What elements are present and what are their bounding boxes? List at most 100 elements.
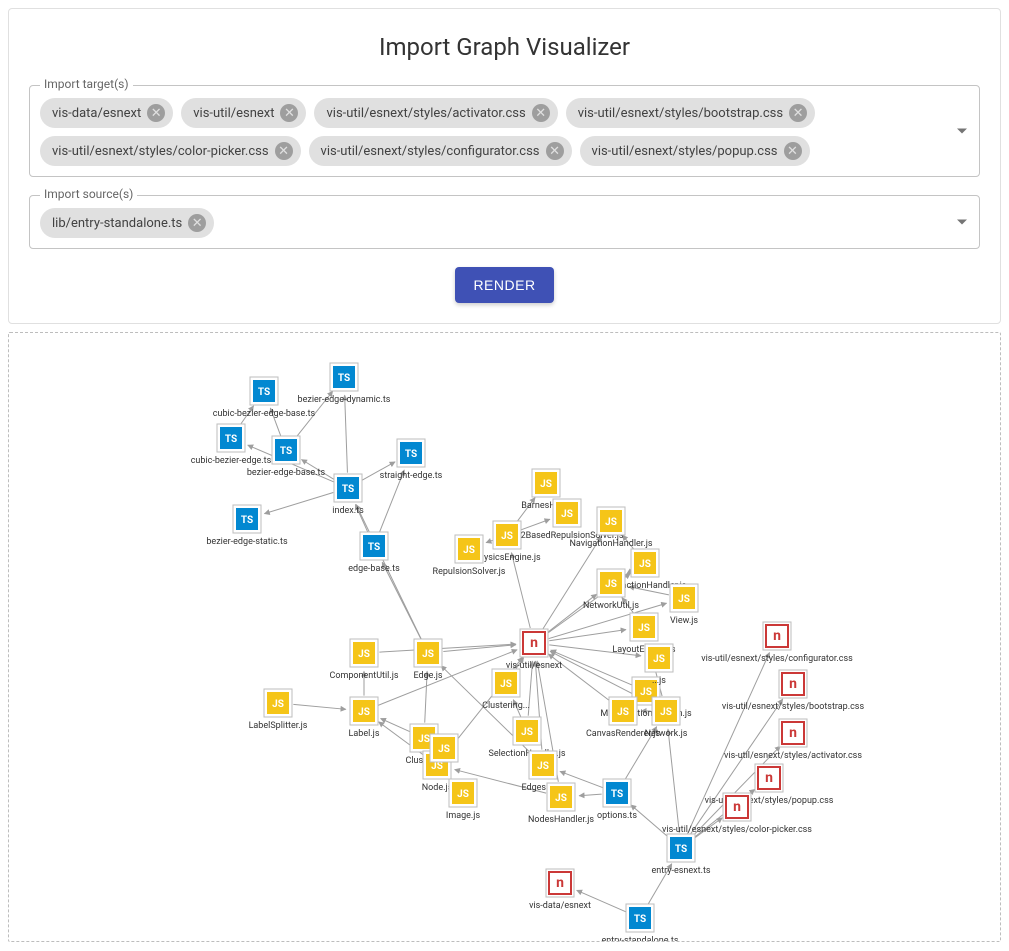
chip-label: lib/entry-standalone.ts bbox=[52, 216, 182, 231]
graph-node[interactable]: TS options.ts bbox=[597, 779, 637, 821]
node-label: Node.js bbox=[422, 783, 453, 793]
graph-node[interactable]: JSLabelSplitter.js bbox=[249, 689, 308, 731]
svg-text:TS: TS bbox=[634, 914, 646, 925]
svg-text:TS: TS bbox=[241, 515, 253, 526]
graph-edge bbox=[511, 553, 530, 628]
graph-node[interactable]: JSClustering... bbox=[482, 669, 530, 711]
targets-fieldset[interactable]: Import target(s) vis-data/esnext✕vis-uti… bbox=[29, 85, 980, 177]
node-label: bezier-edge-dynamic.ts bbox=[298, 395, 391, 405]
svg-text:TS: TS bbox=[368, 542, 380, 553]
node-label: cubic-bezier-edge-base.ts bbox=[213, 409, 316, 419]
svg-text:JS: JS bbox=[638, 623, 650, 634]
svg-text:TS: TS bbox=[338, 373, 350, 384]
svg-text:JS: JS bbox=[431, 761, 443, 772]
svg-text:TS: TS bbox=[675, 844, 687, 855]
graph-node[interactable]: TS bezier-edge-static.ts bbox=[206, 505, 288, 547]
svg-text:JS: JS bbox=[660, 707, 672, 718]
svg-text:JS: JS bbox=[653, 654, 665, 665]
chip-remove-icon[interactable]: ✕ bbox=[546, 142, 564, 160]
svg-text:JS: JS bbox=[640, 687, 652, 698]
svg-text:n: n bbox=[765, 770, 773, 786]
svg-text:JS: JS bbox=[358, 649, 370, 660]
target-chip: vis-data/esnext✕ bbox=[40, 98, 173, 128]
sources-fieldset[interactable]: Import source(s) lib/entry-standalone.ts… bbox=[29, 195, 980, 249]
sources-dropdown-icon[interactable] bbox=[957, 220, 967, 225]
graph-node[interactable]: TSstraight-edge.ts bbox=[380, 439, 443, 481]
graph-node[interactable]: TSindex.ts bbox=[332, 474, 364, 516]
svg-text:JS: JS bbox=[540, 479, 552, 490]
chip-remove-icon[interactable]: ✕ bbox=[532, 104, 550, 122]
node-label: bezier-edge-base.ts bbox=[247, 468, 326, 478]
node-label: Edge.js bbox=[413, 671, 442, 681]
graph-node[interactable]: TSentry-standalone.ts bbox=[601, 904, 678, 941]
chip-remove-icon[interactable]: ✕ bbox=[789, 104, 807, 122]
graph-node[interactable]: nvis-util/esnext/styles/configurator.css bbox=[701, 622, 853, 664]
targets-dropdown-icon[interactable] bbox=[957, 129, 967, 134]
svg-text:JS: JS bbox=[358, 707, 370, 718]
graph-node[interactable]: TSedge-base.ts bbox=[348, 532, 400, 574]
node-label: Label.js bbox=[349, 729, 380, 739]
node-label: NetworkUtil.js bbox=[583, 601, 639, 611]
chip-remove-icon[interactable]: ✕ bbox=[280, 104, 298, 122]
svg-text:n: n bbox=[733, 799, 741, 815]
svg-text:JS: JS bbox=[272, 699, 284, 710]
render-button[interactable]: RENDER bbox=[455, 267, 553, 303]
graph-edge bbox=[551, 650, 632, 685]
node-label: NavigationHandler.js bbox=[570, 539, 653, 549]
render-row: RENDER bbox=[29, 267, 980, 303]
graph-node[interactable]: TSentry-esnext.ts bbox=[651, 834, 710, 876]
chip-remove-icon[interactable]: ✕ bbox=[188, 214, 206, 232]
graph-node[interactable]: nvis-util/esnext bbox=[506, 629, 562, 671]
target-chip: vis-util/esnext/styles/bootstrap.css✕ bbox=[566, 98, 815, 128]
svg-text:JS: JS bbox=[617, 707, 629, 718]
graph-node[interactable]: JSNavigationHandler.js bbox=[570, 507, 653, 549]
graph-node[interactable]: nvis-util/esnext/styles/bootstrap.css bbox=[722, 670, 865, 712]
graph-node[interactable]: JS bbox=[430, 734, 458, 762]
svg-text:JS: JS bbox=[561, 509, 573, 520]
graph-edge bbox=[486, 540, 492, 542]
svg-text:JS: JS bbox=[457, 789, 469, 800]
graph-edge bbox=[293, 704, 346, 709]
graph-node[interactable]: JSComponentUtil.js bbox=[329, 639, 398, 681]
node-label: Image.js bbox=[446, 811, 481, 821]
graph-panel[interactable]: TS cubic-bezier-edge-base.ts TS bezier-edge… bbox=[8, 332, 1001, 942]
graph-node[interactable]: JS Image.js bbox=[446, 779, 481, 821]
targets-label: Import target(s) bbox=[40, 77, 133, 91]
svg-text:n: n bbox=[789, 725, 797, 741]
graph-edge bbox=[579, 794, 601, 796]
chip-remove-icon[interactable]: ✕ bbox=[275, 142, 293, 160]
node-label: options.ts bbox=[597, 811, 637, 821]
target-chip: vis-util/esnext/styles/activator.css✕ bbox=[314, 98, 557, 128]
svg-text:TS: TS bbox=[611, 789, 623, 800]
graph-node[interactable]: TS cubic-bezier-edge.ts bbox=[191, 424, 272, 466]
graph-edge bbox=[521, 519, 549, 529]
svg-text:TS: TS bbox=[342, 484, 354, 495]
chip-remove-icon[interactable]: ✕ bbox=[784, 142, 802, 160]
chip-label: vis-util/esnext/styles/color-picker.css bbox=[52, 144, 269, 159]
svg-text:n: n bbox=[789, 676, 797, 692]
svg-text:TS: TS bbox=[225, 434, 237, 445]
controls-card: Import Graph Visualizer Import target(s)… bbox=[8, 8, 1001, 324]
target-chip: vis-util/esnext/styles/popup.css ✕ bbox=[580, 136, 810, 166]
node-label: cubic-bezier-edge.ts bbox=[191, 456, 272, 466]
svg-text:JS: JS bbox=[555, 793, 567, 804]
chip-remove-icon[interactable]: ✕ bbox=[147, 104, 165, 122]
svg-text:n: n bbox=[530, 635, 538, 651]
svg-text:n: n bbox=[773, 628, 781, 644]
graph-node[interactable]: n vis-util/esnext/styles/activator.css bbox=[724, 719, 862, 761]
node-label: NodesHandler.js bbox=[528, 815, 594, 825]
page-title: Import Graph Visualizer bbox=[29, 33, 980, 61]
svg-text:JS: JS bbox=[418, 734, 430, 745]
graph-node[interactable]: TS bezier-edge-dynamic.ts bbox=[298, 363, 391, 405]
graph-node[interactable]: nvis-data/esnext bbox=[529, 869, 591, 911]
graph-svg[interactable]: TS cubic-bezier-edge-base.ts TS bezier-edge… bbox=[9, 333, 1000, 941]
chip-label: vis-util/esnext/styles/popup.css bbox=[592, 144, 778, 159]
graph-node[interactable]: JSEdge.js bbox=[413, 639, 442, 681]
sources-chips: lib/entry-standalone.ts ✕ bbox=[40, 208, 969, 238]
target-chip: vis-util/esnext/styles/configurator.css✕ bbox=[309, 136, 572, 166]
node-label: bezier-edge-static.ts bbox=[206, 537, 288, 547]
graph-node[interactable]: JSView.js bbox=[670, 584, 698, 626]
node-label: vis-util/esnext/styles/activator.css bbox=[724, 751, 862, 761]
graph-node[interactable]: JS Label.js bbox=[349, 697, 380, 739]
svg-text:JS: JS bbox=[463, 545, 475, 556]
